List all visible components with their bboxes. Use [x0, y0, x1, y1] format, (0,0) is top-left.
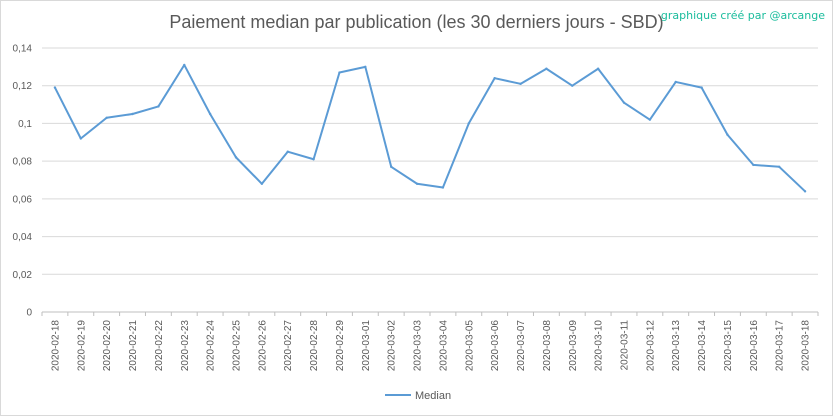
- x-tick-label: 2020-03-16: [749, 320, 760, 372]
- x-tick-label: 2020-03-18: [801, 320, 812, 372]
- data-point: [208, 112, 212, 116]
- data-point: [260, 182, 264, 185]
- x-tick-label: 2020-02-18: [50, 320, 61, 372]
- data-point: [441, 186, 445, 189]
- x-tick-label: 2020-02-27: [283, 320, 294, 372]
- x-tick-label: 2020-03-11: [620, 320, 631, 371]
- y-axis-ticks: 0 0,02 0,04 0,06 0,08 0,1 0,12 0,14: [13, 44, 33, 319]
- data-point: [467, 122, 470, 125]
- x-tick-label: 2020-03-01: [361, 320, 372, 372]
- data-point: [312, 158, 315, 161]
- data-point: [286, 150, 289, 153]
- x-tick-label: 2020-03-05: [464, 320, 475, 372]
- chart-title: Paiement median par publication (les 30 …: [169, 12, 664, 32]
- x-tick-label: 2020-02-23: [180, 320, 191, 372]
- data-point: [79, 137, 83, 140]
- data-point: [338, 71, 341, 74]
- chart-credit: graphique créé par @arcange: [660, 9, 825, 22]
- legend-label: Median: [415, 390, 451, 402]
- x-tick-label: 2020-02-19: [76, 320, 87, 372]
- x-tick-label: 2020-03-14: [697, 320, 708, 372]
- x-tick-label: 2020-03-15: [723, 320, 734, 372]
- data-point: [364, 65, 367, 69]
- data-point: [234, 156, 238, 159]
- y-tick-label: 0,12: [13, 81, 33, 92]
- data-point: [596, 67, 600, 70]
- data-point: [105, 116, 108, 119]
- y-tick-label: 0,08: [13, 157, 33, 168]
- x-axis-ticks: 2020-02-18 2020-02-19 2020-02-20 2020-02-21…: [41, 312, 819, 372]
- data-point: [571, 84, 574, 87]
- y-tick-label: 0,14: [13, 44, 33, 55]
- x-tick-label: 2020-03-08: [542, 320, 553, 372]
- data-point: [519, 82, 522, 86]
- x-tick-label: 2020-03-17: [775, 320, 786, 372]
- series-layer: [53, 63, 807, 193]
- y-tick-label: 0,1: [18, 119, 32, 130]
- y-tick-label: 0,06: [13, 194, 33, 205]
- data-point: [700, 86, 703, 89]
- legend: Median: [385, 390, 451, 402]
- data-point: [803, 190, 807, 193]
- y-tick-label: 0,04: [13, 232, 33, 243]
- x-tick-label: 2020-03-13: [671, 320, 682, 372]
- x-tick-label: 2020-02-24: [206, 320, 217, 372]
- data-point: [778, 165, 781, 168]
- data-point: [131, 112, 134, 116]
- data-point: [390, 165, 393, 168]
- x-tick-label: 2020-03-02: [387, 320, 398, 372]
- x-tick-label: 2020-03-03: [413, 320, 424, 372]
- data-point: [752, 163, 755, 167]
- x-tick-label: 2020-02-21: [128, 320, 139, 372]
- data-point: [157, 105, 160, 108]
- x-tick-label: 2020-03-09: [568, 320, 579, 372]
- data-point: [545, 67, 548, 70]
- x-tick-label: 2020-02-26: [257, 320, 268, 372]
- data-point: [726, 133, 729, 136]
- data-point: [674, 80, 677, 84]
- y-tick-label: 0,02: [13, 270, 33, 281]
- series-line-median: [54, 63, 806, 193]
- x-tick-label: 2020-03-10: [594, 320, 605, 372]
- x-tick-label: 2020-02-29: [335, 320, 346, 372]
- data-point: [415, 182, 419, 185]
- x-tick-label: 2020-02-20: [102, 320, 113, 372]
- x-tick-label: 2020-02-25: [232, 320, 243, 372]
- y-tick-label: 0: [26, 308, 32, 319]
- data-point: [53, 86, 57, 89]
- x-tick-label: 2020-02-28: [309, 320, 320, 372]
- data-point: [648, 118, 652, 121]
- x-tick-label: 2020-03-04: [438, 320, 449, 372]
- data-point: [622, 101, 626, 104]
- x-tick-label: 2020-03-06: [490, 320, 501, 372]
- data-point: [493, 76, 496, 80]
- x-tick-label: 2020-03-07: [516, 320, 527, 372]
- x-tick-label: 2020-02-22: [154, 320, 165, 372]
- x-tick-label: 2020-03-12: [645, 320, 656, 372]
- data-point: [183, 63, 186, 67]
